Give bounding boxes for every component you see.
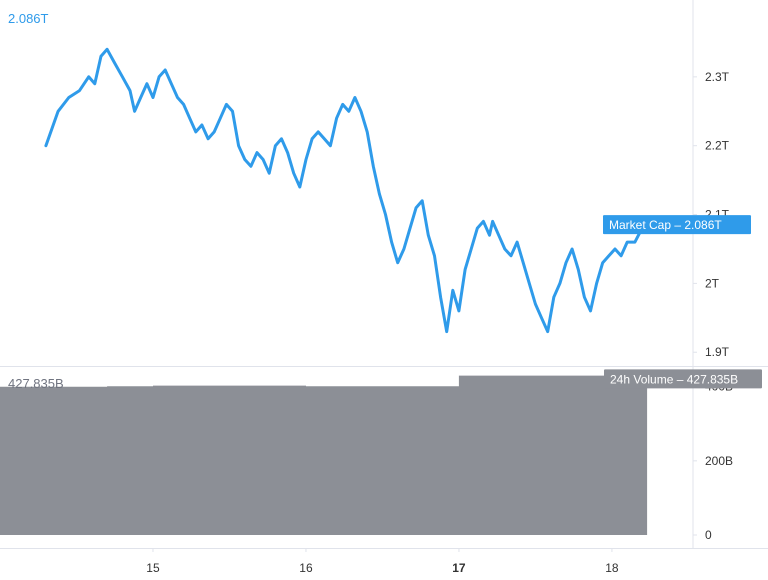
time-tick-label: 18	[605, 561, 619, 575]
price-tick-label: 1.9T	[705, 345, 730, 359]
volume-tick-label: 0	[705, 528, 712, 542]
market-cap-current-value: 2.086T	[8, 11, 49, 26]
market-cap-tag	[603, 215, 751, 235]
volume-current-value: 427.835B	[8, 376, 64, 391]
volume-area	[0, 375, 648, 535]
time-tick-label: 17	[452, 561, 466, 575]
market-cap-tag-text: Market Cap – 2.086T	[609, 218, 722, 232]
volume-tag-text: 24h Volume – 427.835B	[610, 372, 738, 386]
price-tick-label: 2.3T	[705, 70, 730, 84]
market-cap-line	[44, 47, 648, 334]
volume-tag	[604, 369, 762, 389]
time-tick-label: 16	[299, 561, 313, 575]
price-tick-label: 2T	[705, 276, 720, 290]
price-tick-label: 2.2T	[705, 139, 730, 153]
volume-tick-label: 200B	[705, 454, 733, 468]
time-tick-label: 15	[146, 561, 160, 575]
